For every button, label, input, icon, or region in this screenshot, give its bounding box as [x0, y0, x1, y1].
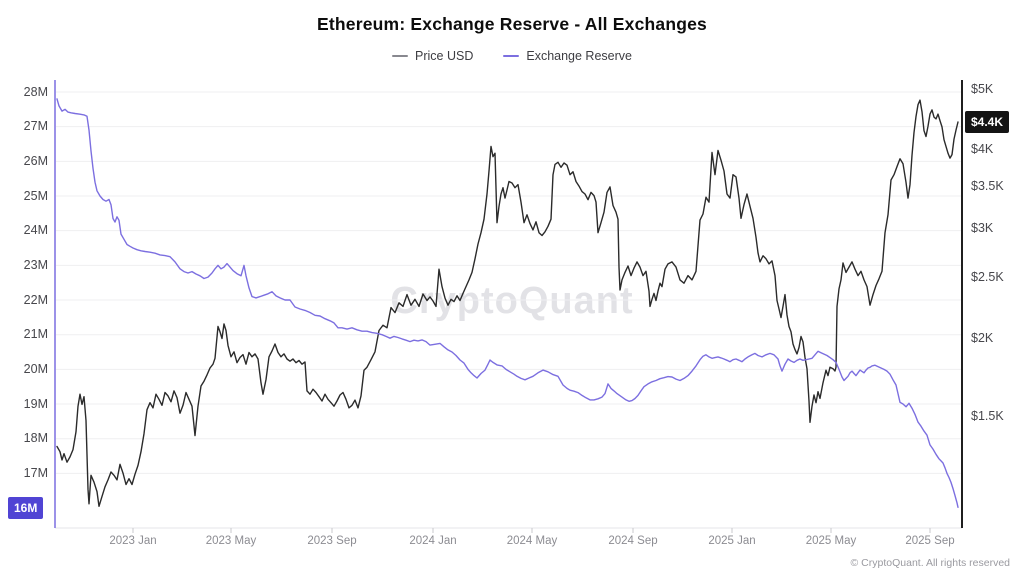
cryptoquant-watermark: CryptoQuant	[390, 280, 634, 322]
y-axis-left-label: 18M	[23, 431, 48, 446]
x-axis-label: 2023 Sep	[307, 535, 357, 547]
y-axis-left-label: 22M	[23, 292, 48, 307]
x-axis-label: 2024 Jan	[409, 535, 457, 547]
legend-item-price-usd[interactable]: Price USD	[392, 49, 473, 63]
y-axis-right-label: $2K	[971, 331, 994, 345]
y-axis-right-label: $2.5K	[971, 270, 1004, 285]
x-axis-label: 2024 Sep	[608, 535, 658, 547]
y-axis-right-label: $4K	[971, 142, 994, 157]
y-axis-left-label: 28M	[23, 84, 48, 99]
y-axis-left-label: 17M	[23, 465, 48, 480]
y-axis-right-label: $3.5K	[971, 178, 1004, 193]
y-axis-right-label: $1.5K	[971, 409, 1004, 424]
price-usd-legend-dash-icon	[392, 54, 409, 58]
chart-title: Ethereum: Exchange Reserve - All Exchang…	[317, 14, 707, 34]
copyright-text: © CryptoQuant. All rights reserved	[850, 557, 1010, 569]
y-axis-right-label: $3K	[971, 220, 994, 235]
x-axis-label: 2025 May	[805, 535, 857, 547]
x-axis-label: 2023 Jan	[109, 535, 157, 547]
legend: Price USD Exchange Reserve	[0, 49, 1024, 63]
y-axis-left-label: 19M	[23, 396, 48, 411]
y-axis-left-label: 20M	[23, 361, 48, 376]
x-axis-label: 2024 May	[506, 535, 558, 547]
price-current-badge: $4.4K	[965, 110, 1010, 133]
y-axis-left-label: 25M	[23, 188, 48, 203]
x-axis-label: 2025 Jan	[708, 535, 756, 547]
y-axis-left-label: 21M	[23, 327, 48, 342]
y-axis-left-label: 26M	[23, 153, 48, 168]
y-axis-left-label: 24M	[23, 223, 48, 238]
price-usd-line	[56, 99, 959, 507]
legend-item-exchange-reserve[interactable]: Exchange Reserve	[503, 49, 632, 63]
x-axis-label: 2023 May	[205, 535, 257, 547]
exchange-reserve-legend-dash-icon	[503, 54, 520, 58]
y-axis-right-label: $5K	[971, 81, 994, 96]
exchange-reserve-line	[56, 98, 959, 508]
legend-item-label: Price USD	[415, 49, 474, 63]
y-axis-left-label: 23M	[23, 257, 48, 272]
x-axis-label: 2025 Sep	[905, 535, 955, 547]
reserve-current-badge: 16M	[8, 497, 44, 520]
legend-item-label: Exchange Reserve	[526, 49, 632, 63]
y-axis-left-label: 27M	[23, 119, 48, 134]
